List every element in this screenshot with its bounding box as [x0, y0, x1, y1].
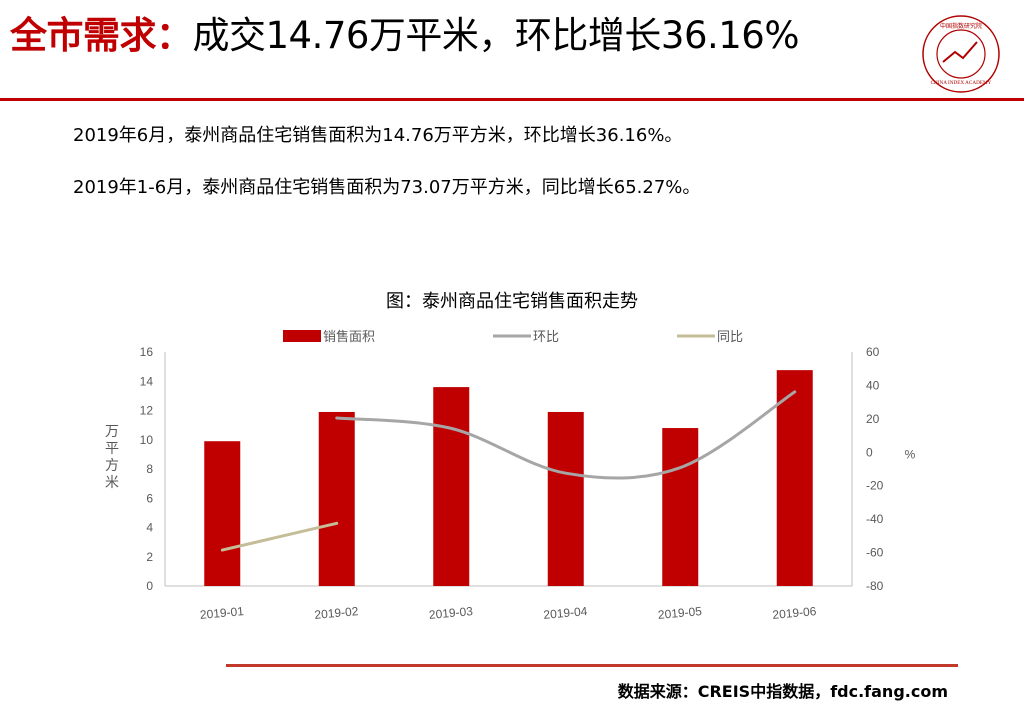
legend-swatch-销售面积: [283, 330, 321, 342]
bar-2019-01: [204, 441, 241, 586]
right-tick-label: 40: [866, 378, 880, 392]
summary-line-1: 2019年6月，泰州商品住宅销售面积为14.76万平方米，环比增长36.16%。: [73, 125, 683, 146]
legend-label-销售面积: 销售面积: [323, 329, 375, 345]
line-series-环比: [335, 390, 797, 480]
x-tick-label: 2019-03: [428, 604, 473, 622]
right-tick-label: -60: [866, 546, 884, 560]
y2-axis-label: %: [905, 447, 916, 461]
left-tick-label: 10: [140, 433, 154, 447]
x-tick-label: 2019-06: [772, 604, 817, 622]
bar-2019-05: [662, 428, 699, 586]
bar-2019-03: [433, 387, 470, 586]
right-tick-label: 60: [866, 345, 880, 359]
title-divider: [0, 98, 1024, 101]
legend-label-环比: 环比: [533, 330, 559, 345]
legend-label-同比: 同比: [717, 330, 743, 345]
right-tick-label: -80: [866, 579, 884, 593]
footer-divider: [226, 664, 958, 667]
x-tick-label: 2019-04: [543, 604, 588, 622]
x-tick-label: 2019-05: [657, 604, 702, 622]
left-tick-label: 12: [140, 404, 154, 418]
y-axis-label: 平: [105, 441, 119, 457]
line-series-同比: [220, 521, 339, 552]
summary-line-2: 2019年1-6月，泰州商品住宅销售面积为73.07万平方米，同比增长65.27…: [73, 177, 701, 198]
bar-2019-04: [547, 411, 584, 586]
title-main: 成交14.76万平米，环比增长36.16%: [192, 14, 800, 57]
left-tick-label: 4: [146, 521, 153, 535]
right-tick-label: 0: [866, 445, 873, 459]
left-tick-label: 2: [146, 550, 153, 564]
title-prefix: 全市需求：: [10, 14, 193, 57]
bar-2019-06: [776, 370, 813, 586]
left-tick-label: 16: [140, 345, 154, 359]
left-tick-label: 14: [140, 374, 154, 388]
left-tick-label: 6: [146, 491, 153, 505]
x-tick-label: 2019-02: [314, 604, 359, 622]
sales-area-chart: 0 2 4 6 8 10 12 14 16 -80 -60 -40 -20 0 20 40 60 万平方米% 201…: [105, 329, 916, 622]
seal-text: CHINA INDEX ACADEMY: [931, 80, 992, 86]
bar-2019-02: [318, 411, 355, 586]
right-tick-label: 20: [866, 412, 880, 426]
right-tick-label: -20: [866, 479, 884, 493]
page-title: 全市需求：成交14.76万平米，环比增长36.16%: [10, 14, 800, 57]
x-tick-label: 2019-01: [199, 604, 244, 622]
left-tick-label: 0: [146, 579, 153, 593]
china-index-academy-seal-icon: CHINA INDEX ACADEMY 中国指数研究院: [922, 15, 1000, 93]
left-tick-label: 8: [146, 462, 153, 476]
y-axis-label: 方: [105, 458, 119, 474]
data-source: 数据来源：CREIS中指数据，fdc.fang.com: [617, 682, 948, 701]
seal-text-cn: 中国指数研究院: [940, 22, 982, 30]
y-axis-label: 万: [105, 424, 119, 440]
chart-title: 图：泰州商品住宅销售面积走势: [386, 291, 638, 312]
right-tick-label: -40: [866, 512, 884, 526]
y-axis-label: 米: [105, 475, 119, 491]
